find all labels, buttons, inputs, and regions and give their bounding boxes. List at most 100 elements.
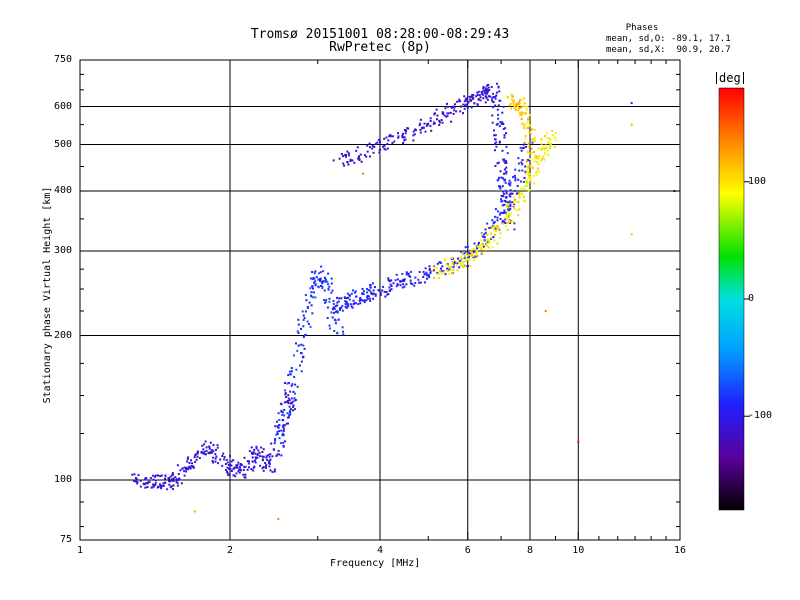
scatter-point: [300, 352, 302, 354]
scatter-point: [438, 269, 441, 272]
scatter-point: [522, 104, 525, 107]
scatter-point: [490, 232, 492, 235]
scatter-point: [549, 139, 552, 141]
scatter-point: [397, 135, 400, 138]
scatter-point: [471, 95, 474, 98]
scatter-point: [513, 174, 516, 177]
scatter-point: [403, 279, 406, 282]
scatter-point: [311, 271, 314, 273]
scatter-point: [311, 278, 314, 281]
scatter-point: [486, 244, 488, 247]
scatter-point: [425, 124, 428, 127]
scatter-point: [194, 460, 197, 463]
scatter-point: [544, 152, 547, 155]
scatter-point: [529, 173, 531, 176]
scatter-point: [506, 96, 509, 98]
scatter-point: [342, 333, 345, 336]
scatter-point: [514, 177, 517, 180]
scatter-point: [445, 115, 448, 118]
scatter-point: [340, 297, 343, 300]
scatter-point: [524, 112, 527, 115]
scatter-point: [512, 95, 514, 98]
scatter-point: [376, 141, 379, 144]
scatter-point: [504, 196, 507, 199]
scatter-point: [480, 248, 483, 251]
scatter-point: [266, 459, 269, 461]
scatter-point: [527, 173, 530, 176]
scatter-point: [292, 409, 294, 412]
scatter-point: [518, 196, 521, 199]
scatter-point: [195, 458, 198, 461]
scatter-point: [216, 446, 219, 449]
scatter-point: [446, 115, 449, 118]
scatter-point: [346, 303, 349, 306]
scatter-point: [330, 277, 333, 280]
scatter-point: [494, 229, 497, 232]
scatter-point: [537, 155, 540, 158]
scatter-point: [285, 396, 288, 398]
scatter-point: [505, 161, 508, 164]
scatter-point: [171, 478, 173, 481]
scatter-point: [379, 291, 382, 294]
scatter-point: [273, 442, 276, 445]
scatter-point: [494, 95, 497, 98]
scatter-point: [537, 147, 540, 150]
scatter-point: [501, 220, 504, 222]
scatter-point: [485, 91, 488, 94]
scatter-point: [215, 448, 217, 451]
y-tick-label: 100: [54, 474, 73, 486]
scatter-point: [453, 261, 456, 264]
scatter-point: [386, 142, 389, 145]
x-tick-label: 1: [77, 545, 84, 556]
scatter-point: [529, 152, 532, 155]
scatter-point: [196, 455, 199, 458]
scatter-point: [441, 265, 444, 268]
colorbar-unit-label: deg: [716, 72, 744, 84]
scatter-point: [527, 116, 530, 119]
scatter-point: [473, 248, 476, 251]
scatter-point: [504, 162, 507, 164]
scatter-point: [383, 144, 386, 147]
scatter-point: [523, 123, 526, 126]
scatter-point: [388, 135, 391, 138]
scatter-point: [363, 299, 366, 302]
scatter-point: [392, 135, 394, 138]
scatter-point: [294, 383, 297, 386]
scatter-point: [342, 162, 345, 165]
scatter-point: [412, 134, 415, 137]
scatter-point: [150, 486, 153, 489]
scatter-point: [154, 484, 157, 486]
scatter-point: [456, 269, 459, 272]
scatter-point: [497, 178, 500, 181]
scatter-point: [190, 459, 192, 462]
scatter-point: [449, 111, 452, 114]
scatter-point: [516, 105, 519, 108]
scatter-point: [389, 283, 392, 286]
scatter-point: [417, 278, 420, 281]
scatter-point: [387, 279, 390, 281]
scatter-point: [505, 166, 508, 169]
scatter-point: [331, 289, 334, 292]
scatter-point: [533, 128, 536, 131]
scatter-point: [274, 439, 277, 442]
scatter-point: [313, 272, 316, 275]
scatter-point: [540, 142, 543, 145]
scatter-point: [413, 133, 416, 136]
scatter-point: [472, 96, 475, 99]
scatter-point: [443, 114, 446, 117]
scatter-point: [544, 310, 547, 312]
scatter-point: [243, 476, 246, 479]
scatter-point: [401, 286, 404, 289]
scatter-point: [498, 90, 501, 93]
scatter-point: [446, 102, 448, 105]
scatter-point: [509, 107, 512, 110]
scatter-point: [542, 155, 545, 158]
scatter-point: [403, 136, 406, 139]
scatter-point: [523, 112, 526, 115]
scatter-point: [292, 406, 295, 408]
scatter-point: [239, 466, 241, 469]
scatter-point: [205, 453, 207, 456]
scatter-point: [533, 139, 536, 141]
scatter-point: [505, 213, 508, 216]
scatter-point: [534, 172, 537, 174]
